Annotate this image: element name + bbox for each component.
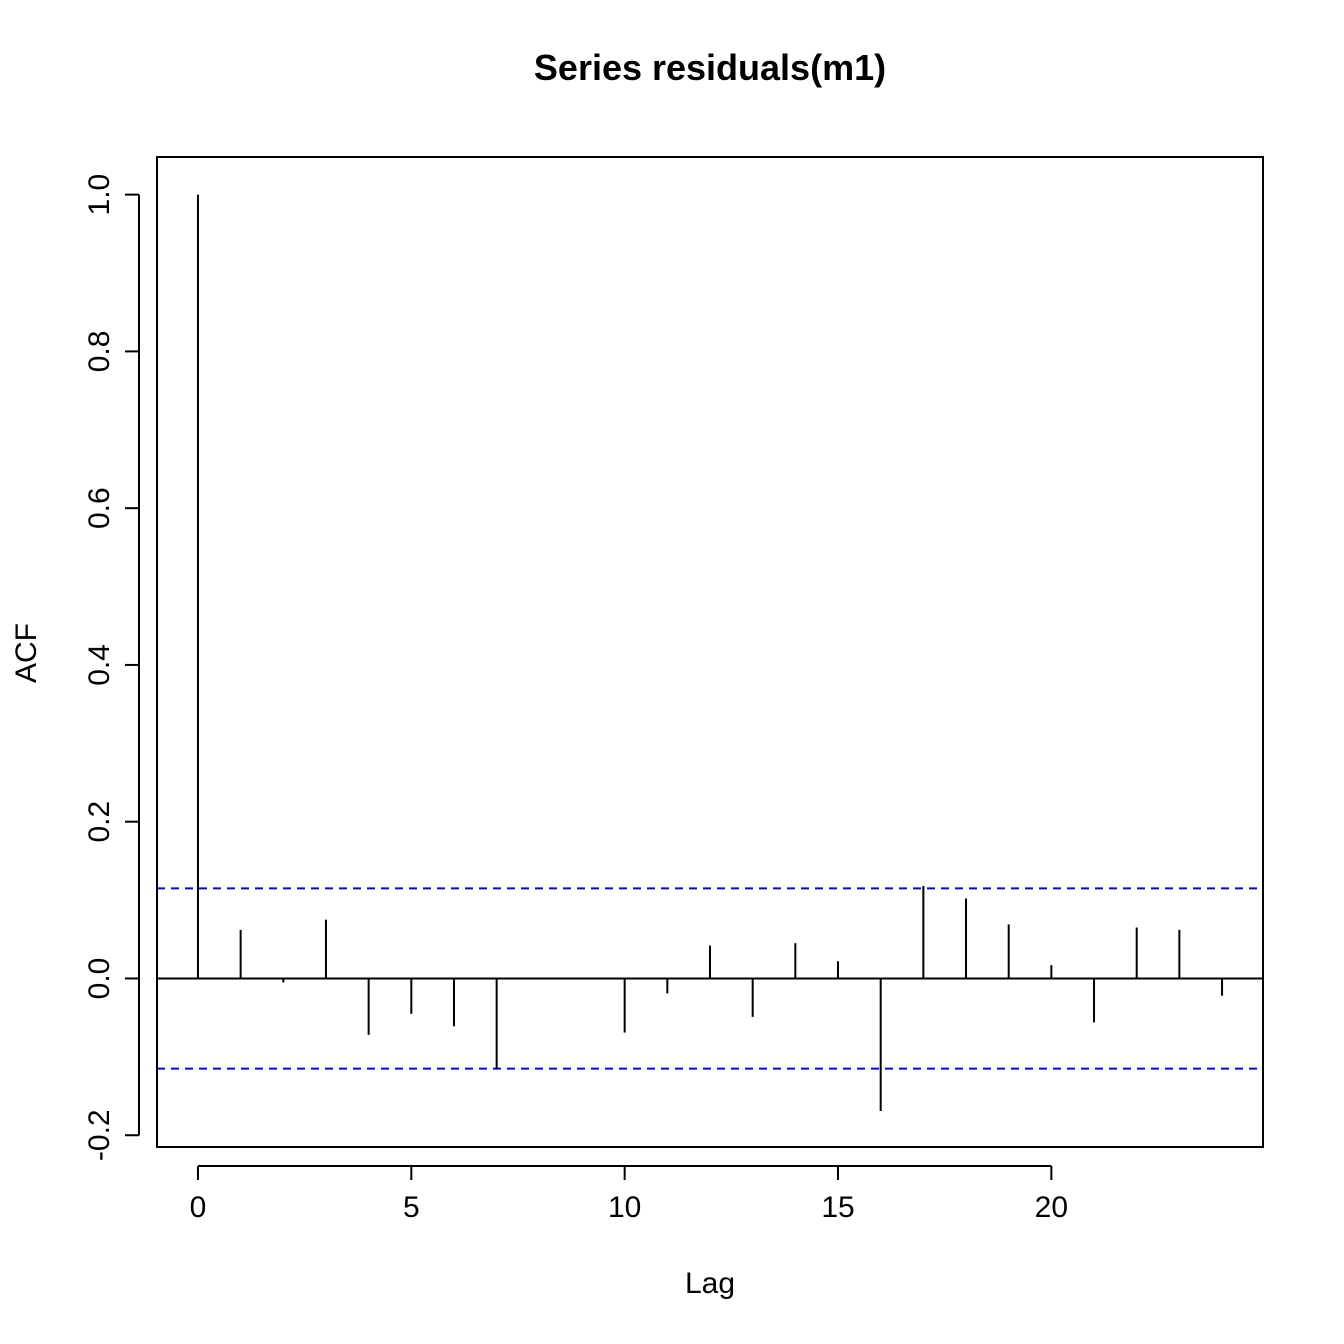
- y-tick-label: 1.0: [83, 174, 116, 216]
- x-tick-label: 10: [608, 1191, 641, 1224]
- y-tick-label: 0.8: [83, 331, 116, 373]
- x-tick-label: 20: [1035, 1191, 1068, 1224]
- x-tick-label: 5: [403, 1191, 420, 1224]
- x-tick-label: 0: [190, 1191, 207, 1224]
- y-tick-label: 0.4: [83, 644, 116, 686]
- y-tick-label: -0.2: [83, 1109, 116, 1161]
- plot-area: [157, 194, 1263, 1111]
- y-tick-label: 0.6: [83, 487, 116, 529]
- x-axis-label: Lag: [685, 1267, 735, 1300]
- chart-title: Series residuals(m1): [534, 47, 886, 88]
- x-tick-label: 15: [821, 1191, 854, 1224]
- plot-box: [156, 156, 1264, 1148]
- y-tick-label: 0.2: [83, 801, 116, 843]
- y-tick-label: 0.0: [83, 958, 116, 1000]
- y-axis-label: ACF: [10, 623, 43, 683]
